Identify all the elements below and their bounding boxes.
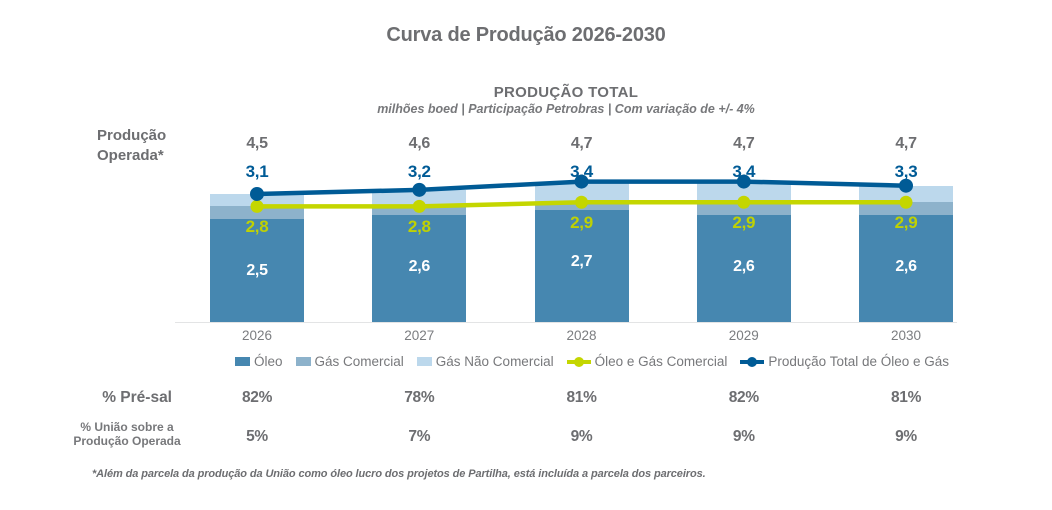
- bar-segment-gas-nao-comercial: [859, 185, 953, 203]
- x-axis-tick-label: 2030: [890, 328, 922, 343]
- blue-line-marker-icon: [740, 356, 765, 367]
- value-oleo-gas-comercial: 2,8: [245, 217, 269, 237]
- value-pre-sal: 81%: [566, 389, 597, 406]
- value-uniao: 9%: [895, 428, 917, 445]
- value-producao-total: 3,4: [732, 162, 756, 181]
- value-producao-operada: 4,6: [408, 135, 431, 152]
- value-oleo-gas-comercial: 2,9: [732, 213, 756, 233]
- value-oleo: 2,6: [733, 257, 755, 275]
- bar-segment-gas-nao-comercial: [210, 193, 304, 207]
- row-label-uniao-producao-operada: % União sobre a Produção Operada: [73, 420, 181, 448]
- value-oleo-gas-comercial: 2,9: [570, 213, 593, 233]
- bar-segment-gas-comercial: [534, 202, 629, 211]
- bar-segment-gas-nao-comercial: [534, 181, 629, 203]
- bar-segment-oleo: [372, 214, 467, 322]
- oleo-swatch-icon: [234, 357, 250, 366]
- legend-item-oleo-gas-comercial: Óleo e Gás Comercial: [566, 354, 728, 369]
- value-oleo: 2,7: [570, 253, 593, 271]
- row-label-pre-sal: % Pré-sal: [102, 389, 172, 406]
- legend-label-gas-comercial: Gás Comercial: [314, 354, 404, 369]
- bar-segment-oleo: [534, 210, 629, 322]
- legend-item-gas-comercial: Gás Comercial: [295, 354, 404, 369]
- chart-subtitle-note: milhões boed | Participação Petrobras | …: [377, 102, 755, 116]
- value-producao-total: 3,1: [245, 162, 269, 181]
- value-oleo: 2,6: [895, 257, 917, 275]
- legend-item-gas-nao-comercial: Gás Não Comercial: [416, 354, 554, 369]
- value-producao-operada: 4,7: [733, 135, 755, 152]
- legend-item-producao-total: Produção Total de Óleo e Gás: [740, 354, 949, 369]
- value-producao-operada: 4,5: [246, 135, 268, 152]
- value-oleo: 2,5: [246, 261, 268, 279]
- x-axis-tick-label: 2029: [728, 328, 759, 343]
- value-pre-sal: 82%: [241, 389, 273, 406]
- value-uniao: 7%: [408, 428, 431, 445]
- bar-segment-gas-nao-comercial: [372, 189, 467, 207]
- gas-comercial-swatch-icon: [295, 357, 311, 366]
- axis-label-producao-operada: Produção Operada*: [97, 127, 167, 164]
- legend-label-oleo-gas-comercial: Óleo e Gás Comercial: [594, 354, 728, 369]
- legend-item-oleo: Óleo: [234, 354, 283, 369]
- bar-segment-oleo: [696, 214, 791, 322]
- value-producao-total: 3,3: [894, 162, 918, 181]
- bar-segment-gas-nao-comercial: [696, 181, 791, 203]
- legend-label-producao-total: Produção Total de Óleo e Gás: [768, 354, 950, 369]
- value-producao-total: 3,4: [570, 162, 593, 181]
- x-axis-tick-label: 2027: [404, 328, 435, 343]
- gas-nao-comercial-swatch-icon: [416, 357, 432, 366]
- bar-segment-oleo: [859, 214, 953, 322]
- x-axis-line: [175, 322, 957, 323]
- value-uniao: 9%: [732, 428, 755, 445]
- value-pre-sal: 78%: [404, 389, 435, 406]
- value-producao-total: 3,2: [407, 162, 431, 181]
- chart-legend: Óleo Gás Comercial Gás Não Comercial Óle…: [177, 354, 1007, 369]
- legend-label-oleo: Óleo: [253, 354, 283, 369]
- value-producao-operada: 4,7: [895, 135, 917, 152]
- legend-label-gas-nao-comercial: Gás Não Comercial: [435, 354, 554, 369]
- page-title: Curva de Produção 2026-2030: [386, 24, 666, 46]
- value-oleo-gas-comercial: 2,9: [894, 213, 918, 233]
- value-producao-operada: 4,7: [570, 135, 593, 152]
- bar-segment-gas-comercial: [372, 206, 467, 215]
- value-pre-sal: 82%: [728, 389, 759, 406]
- footnote: *Além da parcela da produção da União co…: [92, 468, 706, 480]
- value-pre-sal: 81%: [890, 389, 922, 406]
- value-oleo: 2,6: [408, 257, 431, 275]
- x-axis-tick-label: 2026: [241, 328, 273, 343]
- value-uniao: 9%: [570, 428, 593, 445]
- value-uniao: 5%: [246, 428, 268, 445]
- chart-subtitle: PRODUÇÃO TOTAL: [493, 84, 639, 101]
- bar-segment-oleo: [210, 218, 304, 322]
- value-oleo-gas-comercial: 2,8: [407, 217, 431, 237]
- chart-subtitle-block: PRODUÇÃO TOTAL milhões boed | Participaç…: [80, 84, 1052, 116]
- green-line-marker-icon: [566, 356, 591, 367]
- x-axis-tick-label: 2028: [566, 328, 597, 343]
